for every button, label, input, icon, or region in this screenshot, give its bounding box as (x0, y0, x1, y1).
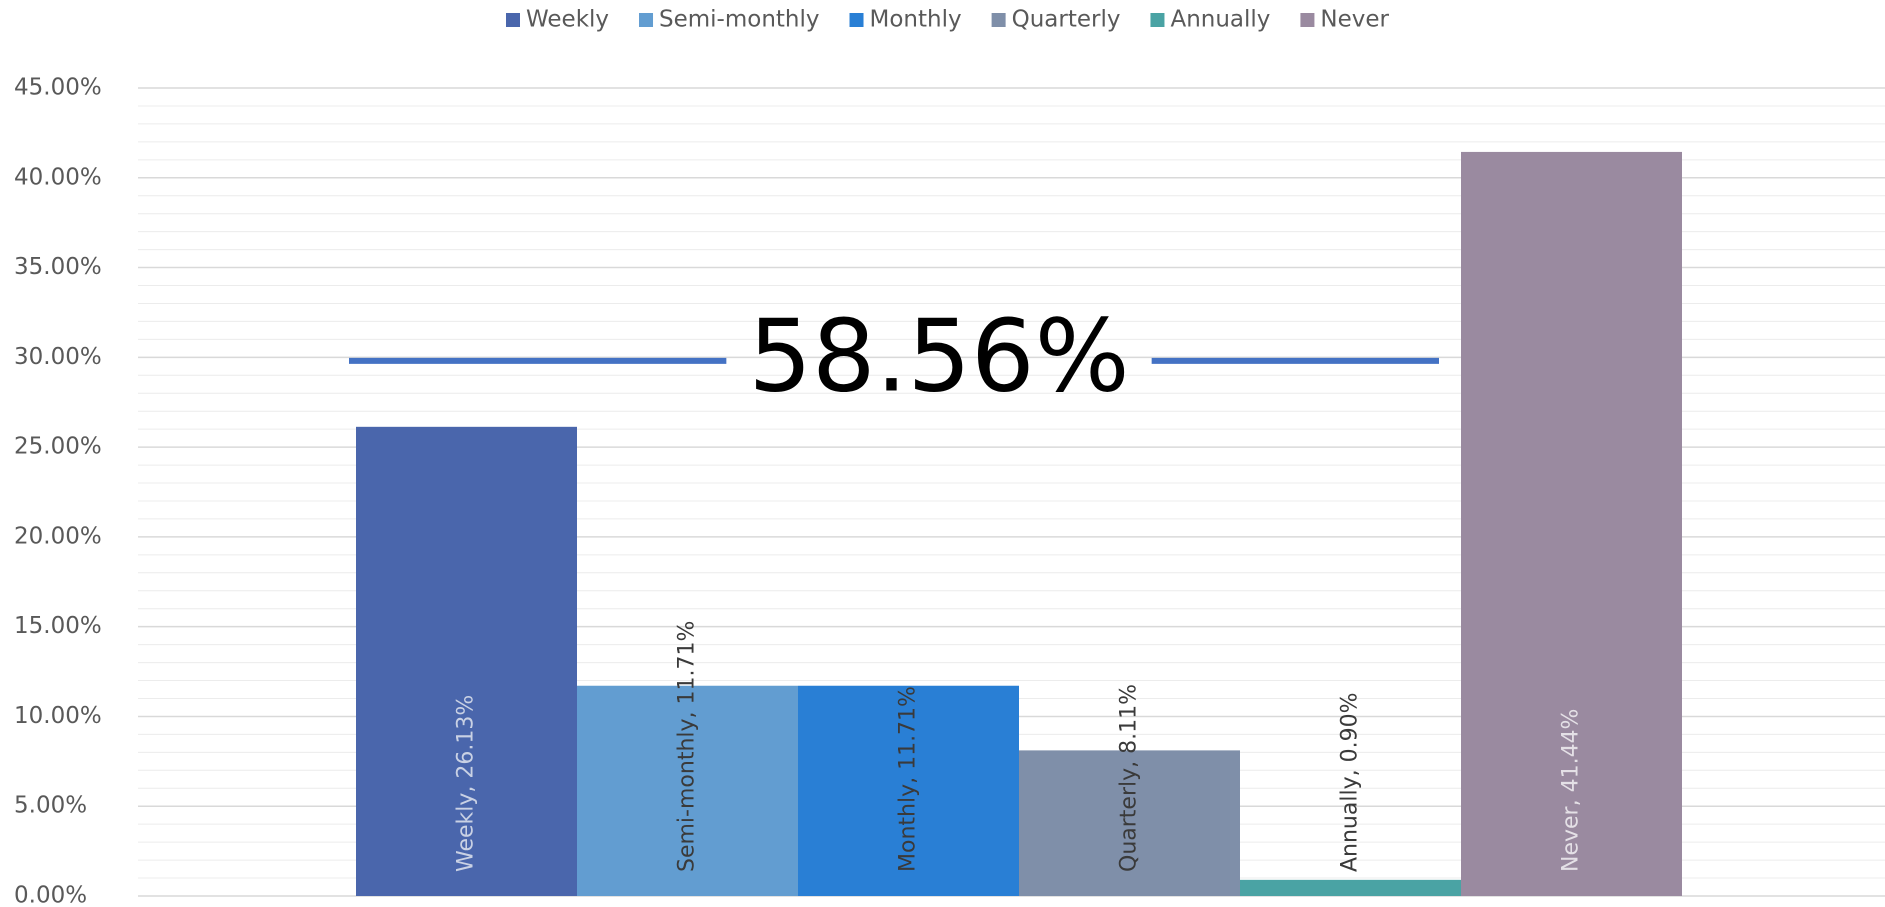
y-tick-label: 45.00% (14, 75, 102, 101)
legend-swatch (1150, 13, 1165, 27)
y-tick-label: 5.00% (14, 793, 87, 819)
legend-label: Never (1320, 7, 1389, 33)
y-tick-label: 15.00% (14, 613, 102, 639)
y-tick-label: 0.00% (14, 883, 87, 907)
bar (1240, 879, 1461, 896)
legend-swatch (506, 13, 520, 27)
bar (356, 426, 577, 896)
data-label: Semi-monthly, 11.71% (675, 621, 700, 872)
legend-swatch (849, 13, 864, 27)
legend-swatch (1300, 13, 1315, 27)
legend-label: Semi-monthly (659, 7, 820, 33)
legend-swatch (991, 13, 1006, 27)
bar (1019, 750, 1240, 896)
y-tick-label: 30.00% (14, 344, 102, 370)
y-tick-label: 40.00% (14, 164, 102, 190)
data-label: Quarterly, 8.11% (1117, 684, 1142, 872)
data-label: Monthly, 11.71% (896, 686, 921, 872)
legend-label: Quarterly (1012, 7, 1121, 33)
legend-swatch (639, 13, 654, 27)
legend-label: Monthly (870, 7, 962, 33)
y-tick-label: 25.00% (14, 434, 102, 460)
annotation-text: 58.56% (748, 297, 1129, 414)
bar (1461, 151, 1682, 897)
y-tick-label: 10.00% (14, 703, 102, 729)
y-tick-label: 35.00% (14, 254, 102, 280)
bar (577, 685, 798, 896)
data-label: Never, 41.44% (1559, 709, 1584, 872)
legend: Weekly Semi-monthly Monthly Quarterly Annual… (506, 7, 1390, 33)
legend-label: Annually (1170, 7, 1270, 33)
y-tick-label: 20.00% (14, 523, 102, 549)
data-label: Annually, 0.90% (1338, 693, 1363, 872)
legend-label: Weekly (526, 7, 609, 33)
bar (798, 685, 1019, 896)
data-label: Weekly, 26.13% (454, 695, 479, 872)
